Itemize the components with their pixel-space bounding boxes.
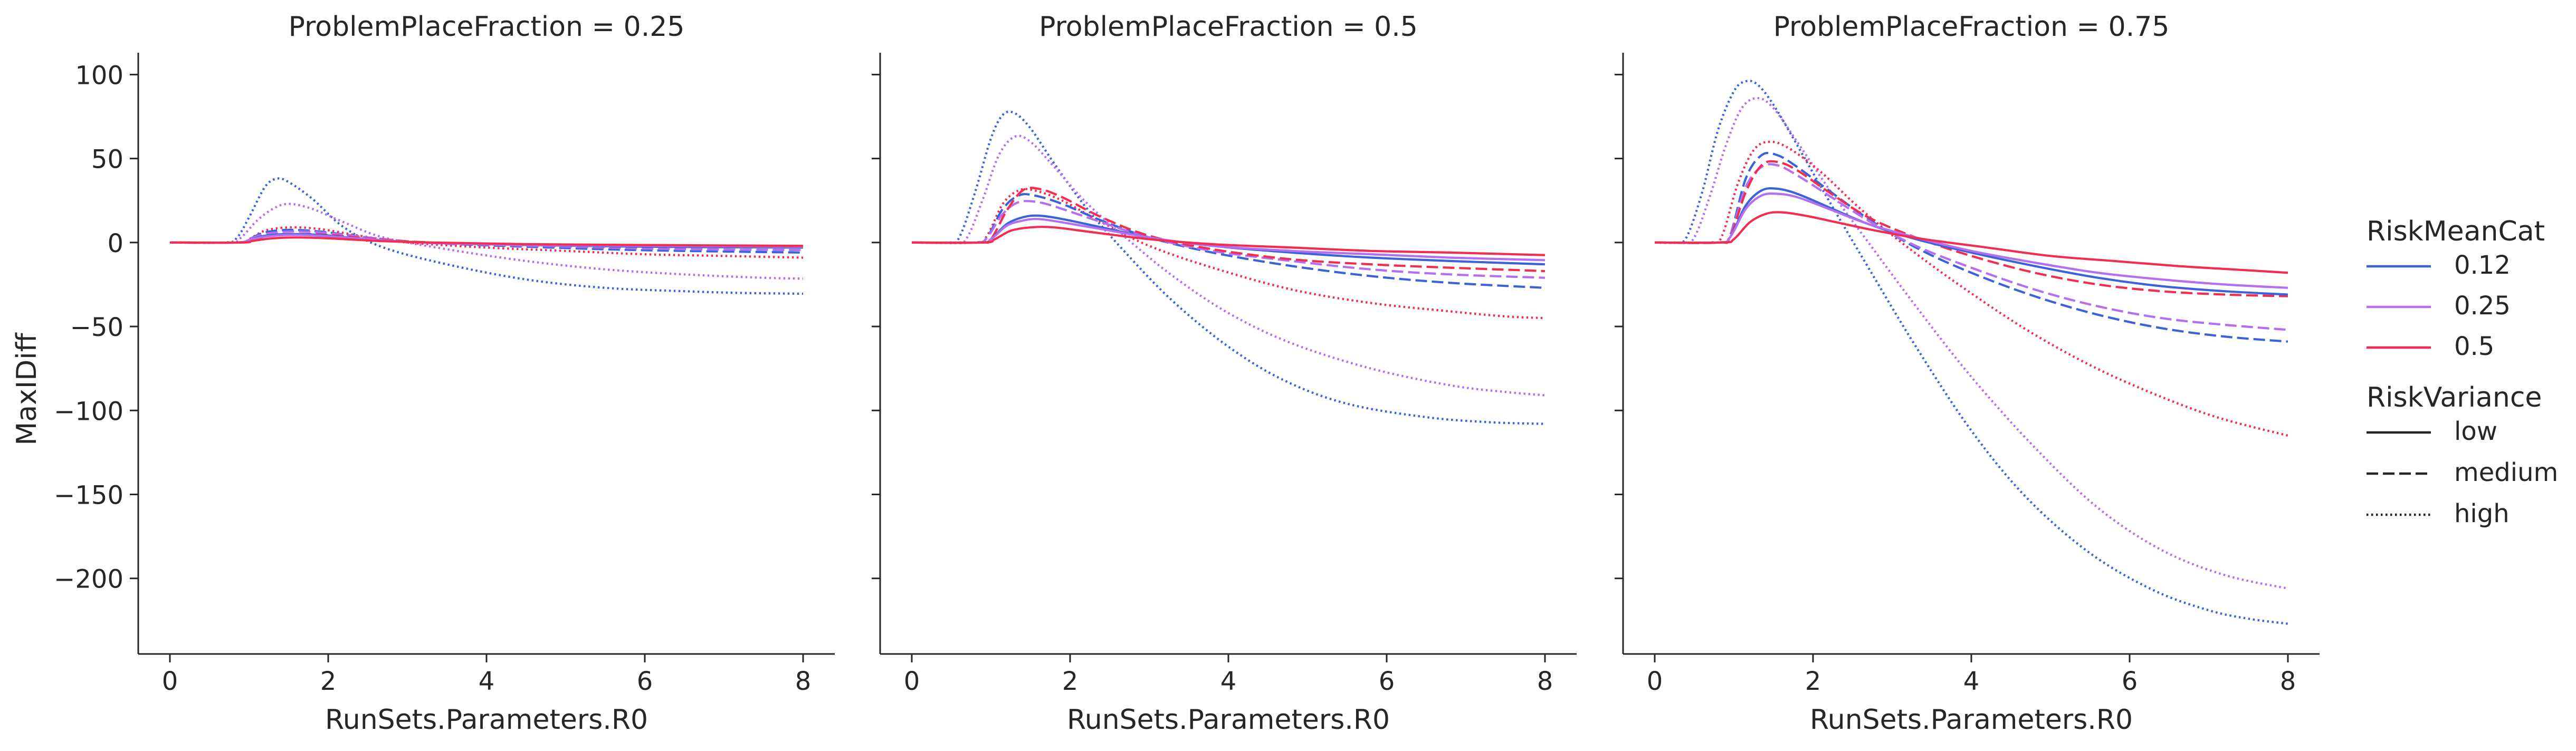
panel-title: ProblemPlaceFraction = 0.75 <box>1773 11 2170 43</box>
x-tick-label: 2 <box>1062 667 1079 696</box>
x-tick-label: 8 <box>2280 667 2296 696</box>
series-line-0.25-low <box>1654 192 2288 289</box>
series-line-0.12-high <box>169 177 804 295</box>
series-line-0.25-high <box>911 134 1545 397</box>
series-line-0.12-high <box>911 110 1545 425</box>
y-tick-label: 100 <box>75 61 123 90</box>
x-tick-label: 2 <box>1805 667 1821 696</box>
x-tick-label: 4 <box>1963 667 1980 696</box>
facet-panel-1: ProblemPlaceFraction = 0.25 100 50 0 −50 −100… <box>54 11 835 736</box>
y-tick-label: −50 <box>70 313 123 342</box>
series-line-0.12-high <box>1654 80 2288 625</box>
y-tick-label: 50 <box>91 145 123 175</box>
x-axis-label: RunSets.Parameters.R0 <box>1810 704 2133 736</box>
series-line-0.25-high <box>169 203 804 280</box>
series-line-0.5-low <box>911 226 1545 256</box>
x-tick-label: 6 <box>1379 667 1395 696</box>
series-line-0.5-low <box>169 236 804 247</box>
y-tick-label: −150 <box>54 480 123 510</box>
series-line-0.25-medium <box>1654 163 2288 331</box>
series-line-0.25-low <box>911 218 1545 262</box>
series-line-0.25-medium <box>911 200 1545 279</box>
x-tick-label: 0 <box>162 667 178 696</box>
facet-panel-3: ProblemPlaceFraction = 0.75 0 2 4 6 8 RunSets.… <box>1615 11 2320 736</box>
x-tick-label: 8 <box>795 667 812 696</box>
x-axis-label: RunSets.Parameters.R0 <box>325 704 648 736</box>
legend-item-label: 0.25 <box>2454 291 2511 321</box>
x-tick-label: 0 <box>1647 667 1663 696</box>
y-axis-label: MaxIDiff <box>11 332 43 445</box>
legend-item-label: 0.12 <box>2454 251 2511 280</box>
series-line-0.5-medium <box>1654 160 2288 297</box>
legend-item-label: low <box>2454 417 2497 446</box>
legend-hue-title: RiskMeanCat <box>2367 216 2545 247</box>
y-tick-label: −200 <box>54 565 123 594</box>
x-tick-label: 4 <box>1220 667 1237 696</box>
panel-title: ProblemPlaceFraction = 0.5 <box>1039 11 1418 43</box>
y-tick-label: 0 <box>107 229 123 258</box>
legend-item-label: high <box>2454 499 2510 528</box>
legend-style-title: RiskVariance <box>2367 382 2542 413</box>
series-line-0.5-high <box>911 188 1545 320</box>
x-tick-label: 6 <box>637 667 653 696</box>
facet-panel-2: ProblemPlaceFraction = 0.5 0 2 4 6 8 RunSets.P… <box>872 11 1577 736</box>
legend-item-label: 0.5 <box>2454 332 2494 361</box>
x-tick-label: 0 <box>904 667 920 696</box>
legend: RiskMeanCat 0.12 0.25 0.5 RiskVariance low med… <box>2367 216 2558 528</box>
legend-item-label: medium <box>2454 458 2558 487</box>
panel-title: ProblemPlaceFraction = 0.25 <box>289 11 685 43</box>
x-axis-label: RunSets.Parameters.R0 <box>1067 704 1390 736</box>
x-tick-label: 8 <box>1537 667 1553 696</box>
series-line-0.5-low <box>1654 211 2288 274</box>
x-tick-label: 6 <box>2122 667 2138 696</box>
y-tick-label: −100 <box>54 397 123 426</box>
series-line-0.5-medium <box>911 187 1545 273</box>
x-tick-label: 4 <box>479 667 495 696</box>
x-tick-label: 2 <box>320 667 337 696</box>
